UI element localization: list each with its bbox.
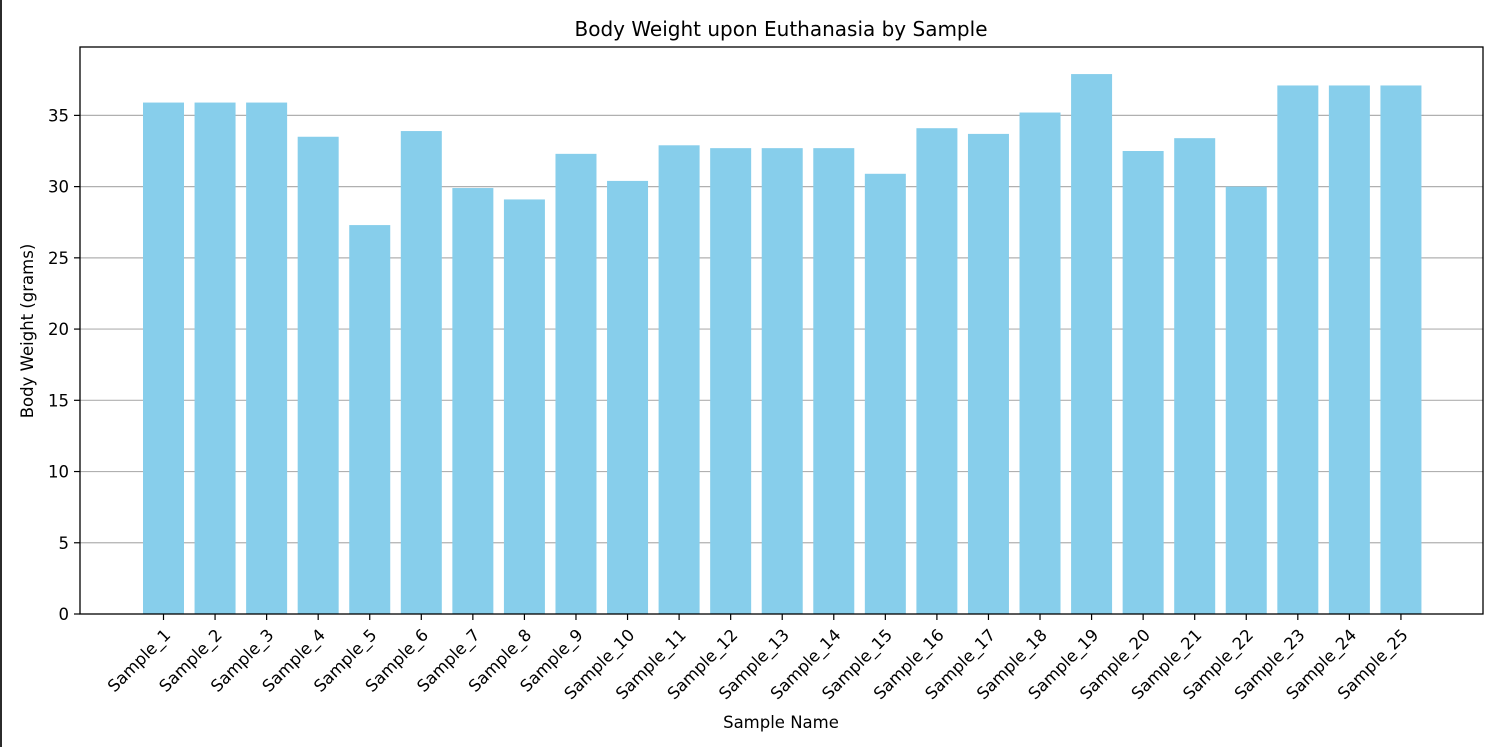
bar-sample-4 xyxy=(297,136,339,614)
bar-sample-10 xyxy=(607,180,649,615)
bar-sample-7 xyxy=(452,188,494,614)
x-axis-label: Sample Name xyxy=(723,713,839,732)
bar-sample-1 xyxy=(143,102,184,614)
bar-sample-5 xyxy=(349,225,391,615)
bar-sample-3 xyxy=(246,102,288,614)
y-tick-label: 30 xyxy=(48,178,69,197)
bar-sample-21 xyxy=(1174,138,1216,614)
bar-sample-25 xyxy=(1380,85,1422,614)
bar-sample-9 xyxy=(555,153,597,614)
bar-sample-20 xyxy=(1122,150,1164,614)
bar-sample-22 xyxy=(1225,186,1267,614)
x-axis-ticks: Sample_1Sample_2Sample_3Sample_4Sample_5… xyxy=(104,614,1412,704)
y-tick-label: 5 xyxy=(59,534,70,553)
bar-sample-8 xyxy=(503,199,545,614)
y-axis-label: Body Weight (grams) xyxy=(18,244,37,419)
chart-title: Body Weight upon Euthanasia by Sample xyxy=(574,17,987,41)
y-tick-label: 0 xyxy=(59,605,70,624)
bar-sample-19 xyxy=(1071,74,1113,614)
bar-sample-11 xyxy=(658,145,700,614)
bar-sample-13 xyxy=(761,148,803,614)
window-edge xyxy=(0,0,2,747)
y-tick-label: 15 xyxy=(48,391,69,410)
bars xyxy=(143,74,1422,615)
bar-sample-15 xyxy=(864,173,906,615)
bar-sample-24 xyxy=(1328,85,1370,614)
y-tick-label: 10 xyxy=(48,463,69,482)
y-tick-label: 35 xyxy=(48,106,69,125)
bar-sample-14 xyxy=(813,148,855,614)
y-tick-label: 20 xyxy=(48,320,69,339)
bar-sample-23 xyxy=(1277,85,1319,614)
bar-sample-18 xyxy=(1019,112,1061,615)
bar-sample-12 xyxy=(710,148,752,614)
bar-sample-17 xyxy=(967,133,1009,614)
plot-frame xyxy=(79,46,1484,615)
y-tick-label: 25 xyxy=(48,249,69,268)
bar-sample-6 xyxy=(400,131,442,614)
bar-sample-16 xyxy=(916,128,958,614)
bar-sample-2 xyxy=(194,102,236,614)
y-axis-ticks: 0 5 10 15 20 25 30 35 xyxy=(48,106,80,624)
